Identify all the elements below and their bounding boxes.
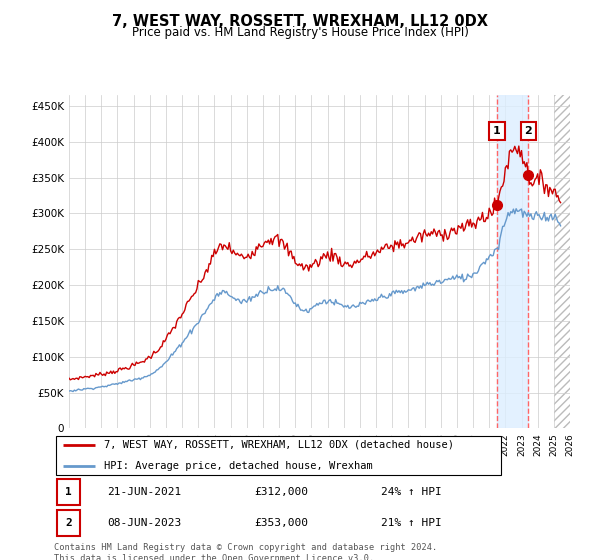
Text: Contains HM Land Registry data © Crown copyright and database right 2024.
This d: Contains HM Land Registry data © Crown c… <box>54 543 437 560</box>
Text: 2: 2 <box>524 126 532 136</box>
Text: 21% ↑ HPI: 21% ↑ HPI <box>382 517 442 528</box>
Text: 08-JUN-2023: 08-JUN-2023 <box>107 517 181 528</box>
Text: 7, WEST WAY, ROSSETT, WREXHAM, LL12 0DX (detached house): 7, WEST WAY, ROSSETT, WREXHAM, LL12 0DX … <box>104 440 454 450</box>
Text: £312,000: £312,000 <box>254 487 308 497</box>
Text: 7, WEST WAY, ROSSETT, WREXHAM, LL12 0DX: 7, WEST WAY, ROSSETT, WREXHAM, LL12 0DX <box>112 14 488 29</box>
Text: HPI: Average price, detached house, Wrexham: HPI: Average price, detached house, Wrex… <box>104 461 372 471</box>
Text: 21-JUN-2021: 21-JUN-2021 <box>107 487 181 497</box>
Bar <box>554 95 586 428</box>
Bar <box>554 95 586 428</box>
FancyBboxPatch shape <box>56 436 501 475</box>
FancyBboxPatch shape <box>56 479 80 505</box>
Text: Price paid vs. HM Land Registry's House Price Index (HPI): Price paid vs. HM Land Registry's House … <box>131 26 469 39</box>
Text: 24% ↑ HPI: 24% ↑ HPI <box>382 487 442 497</box>
FancyBboxPatch shape <box>56 510 80 535</box>
Text: 1: 1 <box>493 126 500 136</box>
Text: 1: 1 <box>65 487 72 497</box>
Text: 2: 2 <box>65 517 72 528</box>
Text: £353,000: £353,000 <box>254 517 308 528</box>
Bar <box>497 95 529 428</box>
